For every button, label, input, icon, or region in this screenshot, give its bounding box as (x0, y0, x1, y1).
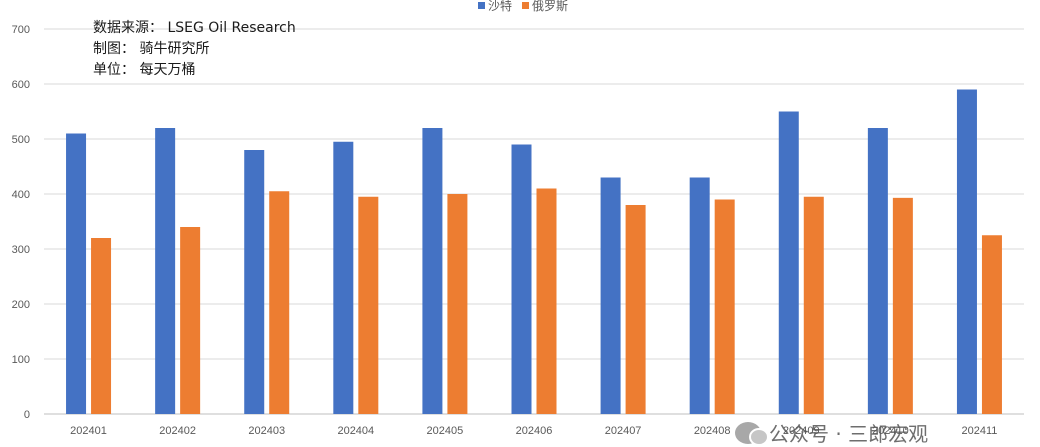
y-tick-label: 600 (12, 79, 30, 91)
bar-saudi (333, 141, 354, 414)
bar-russia (625, 205, 646, 414)
x-tick-label: 202403 (248, 425, 285, 437)
y-axis-tick-labels: 0 100 200 300 400 500 600 700 (12, 24, 30, 421)
bar-saudi (66, 133, 87, 414)
bar-russia (981, 235, 1002, 414)
x-tick-label: 202406 (516, 425, 553, 437)
y-tick-label: 100 (12, 354, 30, 366)
bar-russia (358, 196, 379, 414)
bar-russia (892, 197, 913, 414)
legend-label-russia: 俄罗斯 (532, 0, 569, 13)
x-tick-label: 202407 (605, 425, 642, 437)
y-tick-label: 300 (12, 244, 30, 256)
bar-saudi (422, 128, 443, 414)
bar-saudi (689, 177, 710, 414)
bar-saudi (600, 177, 621, 414)
legend-item-saudi: 沙特 (478, 0, 512, 14)
bar-russia (91, 238, 112, 414)
bar-saudi (511, 144, 532, 414)
bar-saudi (778, 111, 799, 414)
bar-saudi (867, 128, 888, 414)
bar-russia (803, 196, 824, 414)
x-tick-label: 202404 (337, 425, 374, 437)
gridlines (44, 28, 1024, 415)
legend: 沙特 俄罗斯 (478, 0, 568, 14)
x-tick-label: 202402 (159, 425, 196, 437)
x-axis-tick-labels: 202401 202402 202403 202404 202405 202406 2024… (70, 425, 997, 437)
x-tick-label: 202411 (962, 425, 998, 437)
legend-swatch-russia (522, 2, 530, 9)
bar-russia (536, 188, 557, 414)
watermark-text: 公众号 · 三郎宏观 (769, 422, 929, 446)
y-tick-label: 200 (12, 299, 30, 311)
source-note: 数据来源： LSEG Oil Research (93, 20, 296, 36)
legend-item-russia: 俄罗斯 (522, 0, 568, 14)
bar-saudi (244, 150, 265, 414)
y-tick-label: 0 (24, 409, 30, 421)
y-tick-label: 700 (12, 24, 30, 36)
wechat-icon (735, 421, 769, 446)
unit-note: 单位： 每天万桶 (93, 62, 196, 78)
x-tick-label: 202410 (872, 425, 909, 437)
y-tick-label: 500 (12, 134, 30, 146)
watermark: 公众号 · 三郎宏观 (735, 418, 928, 447)
legend-swatch-saudi (478, 2, 485, 9)
bar-russia (714, 199, 735, 414)
bar-saudi (155, 128, 176, 414)
x-tick-label: 202401 (70, 425, 107, 437)
x-tick-label: 202408 (694, 425, 731, 437)
y-tick-label: 400 (12, 189, 30, 201)
bar-russia (180, 227, 201, 414)
bar-saudi (956, 89, 977, 414)
x-tick-label: 202405 (427, 425, 464, 437)
bars (66, 89, 1002, 414)
bar-russia (447, 194, 468, 414)
legend-label-saudi: 沙特 (488, 0, 513, 13)
bar-russia (269, 191, 290, 414)
x-tick-label: 202409 (783, 425, 820, 437)
maker-note: 制图： 骑牛研究所 (93, 41, 210, 57)
